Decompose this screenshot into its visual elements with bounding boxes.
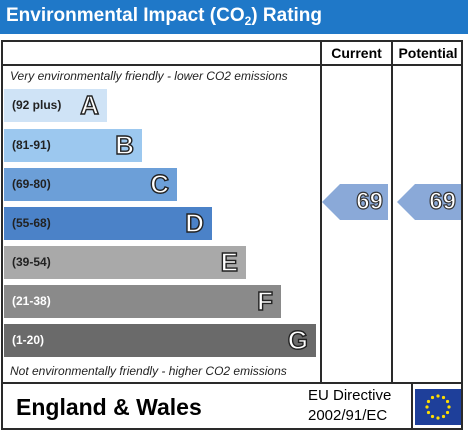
eu-star [425, 405, 429, 409]
eu-star [436, 416, 440, 420]
band-g-letter: G [287, 324, 309, 355]
band-f-range: (21-38) [12, 294, 51, 308]
band-d: (55-68) D [4, 207, 212, 240]
top-note: Very environmentally friendly - lower CO… [10, 69, 288, 83]
country-label: England & Wales [16, 394, 202, 420]
current-rating-arrow: 69 [322, 184, 388, 220]
eu-star [445, 410, 450, 415]
bottom-note: Not environmentally friendly - higher CO… [10, 364, 287, 378]
band-b-range: (81-91) [12, 138, 51, 152]
directive-line-1: EU Directive [308, 387, 392, 404]
band-e-letter: E [220, 246, 239, 277]
band-d-range: (55-68) [12, 216, 51, 230]
flag-divider [411, 382, 413, 430]
eu-star [436, 394, 440, 398]
rating-frame [1, 40, 463, 430]
potential-rating-value: 69 [429, 187, 457, 215]
band-f: (21-38) F [4, 285, 281, 318]
eu-directive: EU Directive 2002/91/EC [308, 386, 391, 426]
eu-flag-icon [415, 389, 461, 425]
current-arrow-shape [322, 184, 388, 220]
band-d-letter: D [185, 207, 205, 238]
potential-arrow-shape [397, 184, 461, 220]
band-f-letter: F [256, 285, 273, 316]
band-c: (69-80) C [4, 168, 177, 201]
band-a-letter: A [80, 89, 100, 120]
eu-star [426, 410, 431, 415]
band-c-letter: C [150, 168, 170, 199]
eu-star [441, 414, 446, 419]
band-a: (92 plus) A [4, 89, 107, 122]
eu-star [445, 399, 450, 404]
band-g: (1-20) G [4, 324, 316, 357]
band-b: (81-91) B [4, 129, 142, 162]
potential-column-divider [391, 40, 393, 384]
band-g-range: (1-20) [12, 333, 45, 347]
eu-star [447, 405, 451, 409]
band-b-letter: B [115, 129, 135, 160]
band-a-range: (92 plus) [12, 98, 62, 112]
band-c-range: (69-80) [12, 177, 51, 191]
directive-line-2: 2002/91/EC [308, 407, 388, 424]
potential-column-header: Potential [398, 45, 458, 61]
eu-star [430, 395, 435, 400]
eu-star [441, 395, 446, 400]
chart-title: Environmental Impact (CO2) Rating [6, 5, 323, 28]
current-column-header: Current [331, 45, 382, 61]
current-column-divider [320, 40, 322, 384]
potential-rating-arrow: 69 [397, 184, 461, 220]
band-e: (39-54) E [4, 246, 246, 279]
footer-divider [1, 382, 463, 384]
band-e-range: (39-54) [12, 255, 51, 269]
header-divider [1, 64, 463, 66]
title-bar: Environmental Impact (CO2) Rating [0, 0, 468, 34]
eu-star [430, 414, 435, 419]
eu-star [426, 399, 431, 404]
current-rating-value: 69 [356, 187, 384, 215]
